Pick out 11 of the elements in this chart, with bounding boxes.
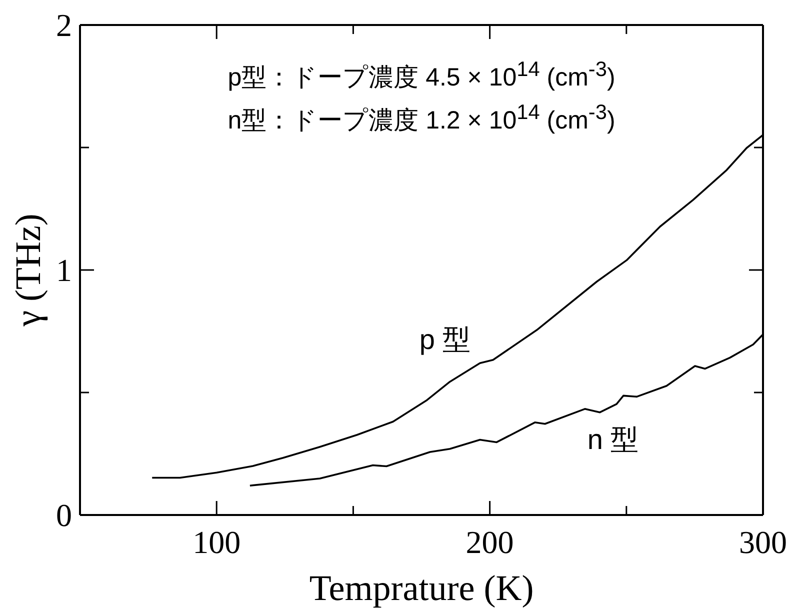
y-tick-label: 0 [56, 497, 72, 533]
y-tick-label: 2 [56, 7, 72, 43]
text: p型：ドープ濃度 4.5 × 10$^{14}$ (cm$^{-3}$) n型：ドープ濃度 1.2 × 10$^{14}$ (cm$^{-3}$) [228, 58, 616, 135]
x-tick-label: 200 [466, 524, 514, 560]
annotation: p 型 [419, 323, 471, 357]
x-tick-label: 300 [739, 524, 787, 560]
y-axis-title: γ (THz) [8, 214, 48, 326]
x-axis-title: Temprature (K) [308, 568, 535, 608]
annotation: n 型 [587, 423, 639, 457]
x-tick-label: 100 [192, 524, 241, 560]
y-tick-label: 1 [56, 252, 72, 288]
